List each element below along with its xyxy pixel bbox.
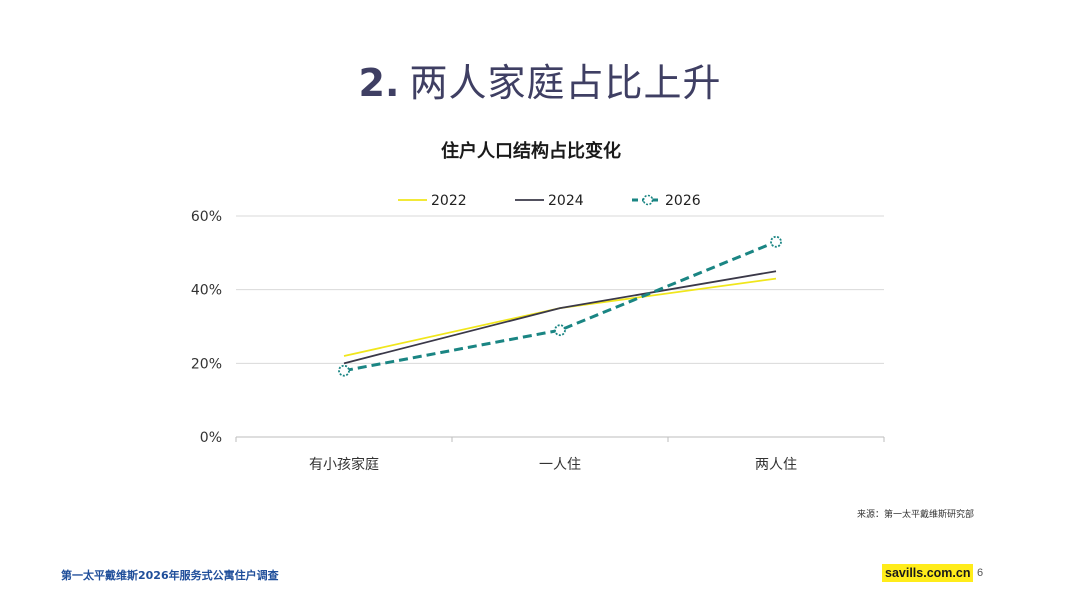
legend-label-2026: 2026 — [665, 193, 701, 209]
x-tick-label: 一人住 — [539, 457, 581, 473]
legend-label-2024: 2024 — [548, 193, 584, 209]
y-tick-label: 20% — [191, 356, 222, 372]
slide-title-number: 2. — [358, 61, 400, 105]
x-tick-label: 两人住 — [755, 457, 797, 473]
series-line-2022 — [343, 277, 777, 357]
chart-title: 住户人口结构占比变化 — [441, 140, 621, 162]
series-line-2024 — [343, 270, 777, 365]
data-point-2026 — [770, 235, 782, 248]
y-tick-label: 0% — [200, 430, 222, 446]
source-note: 来源：第一太平戴维斯研究部 — [856, 510, 974, 520]
legend-marker-2026 — [642, 194, 654, 206]
data-point-2026 — [338, 364, 350, 377]
footer-brand-link[interactable]: savills.com.cn — [882, 564, 974, 582]
series-line-2026 — [343, 240, 777, 373]
y-tick-label: 60% — [191, 209, 222, 225]
legend-label-2022: 2022 — [431, 193, 467, 209]
data-point-2026 — [554, 324, 566, 337]
y-tick-label: 40% — [191, 283, 222, 299]
slide-title-text: 两人家庭占比上升 — [409, 61, 722, 105]
page-number: 6 — [977, 567, 984, 579]
footer-report-title: 第一太平戴维斯2026年服务式公寓住户调查 — [61, 569, 279, 582]
x-tick-label: 有小孩家庭 — [309, 456, 379, 473]
slide-title: 2. 两人家庭占比上升 — [0, 58, 1080, 108]
